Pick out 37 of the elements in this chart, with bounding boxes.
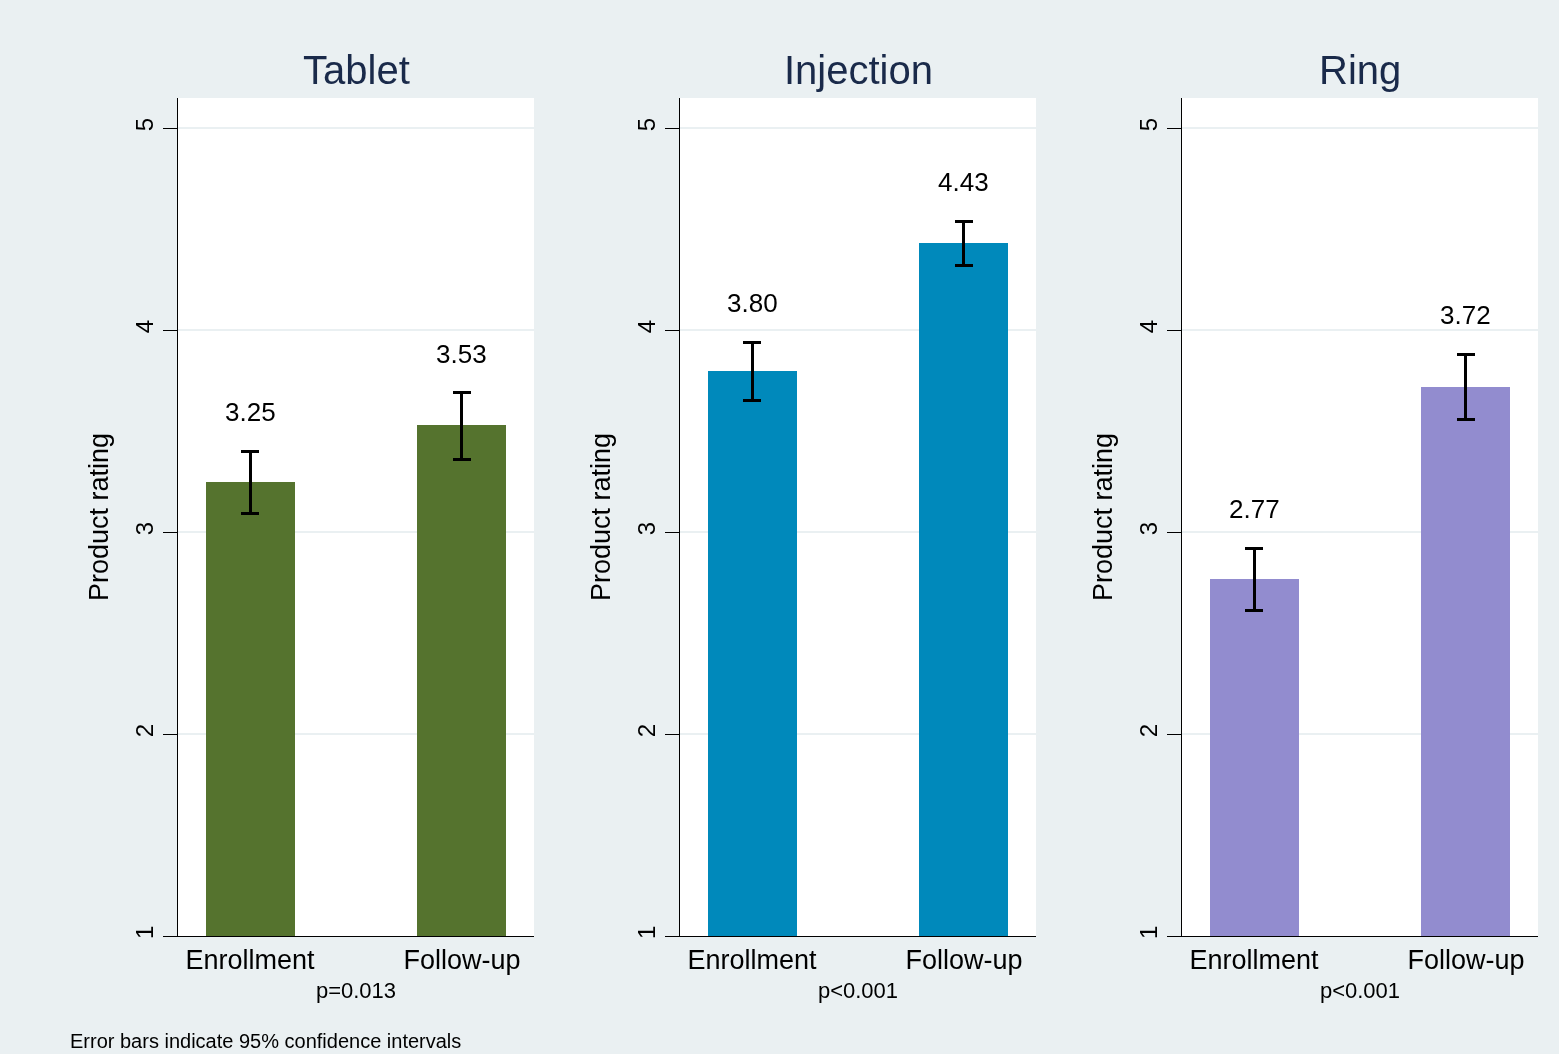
y-tick-label: 2 bbox=[131, 723, 159, 738]
data-label: 3.53 bbox=[436, 339, 487, 369]
x-tick-label: Enrollment bbox=[687, 945, 818, 976]
y-tick-label: 1 bbox=[1135, 925, 1163, 940]
chart-title: Ring bbox=[1319, 48, 1402, 92]
data-label: 3.80 bbox=[727, 288, 778, 318]
y-tick-label: 1 bbox=[633, 925, 661, 940]
x-tick-label: Enrollment bbox=[1189, 945, 1320, 976]
y-tick-label: 4 bbox=[131, 319, 159, 334]
x-axis-title: p<0.001 bbox=[817, 978, 899, 1004]
y-axis-title: Product rating bbox=[84, 432, 115, 602]
x-tick-label: Enrollment bbox=[185, 945, 316, 976]
x-tick-label: Follow-up bbox=[905, 945, 1023, 976]
chart-title: Injection bbox=[784, 48, 933, 92]
y-tick-label: 3 bbox=[1135, 521, 1163, 536]
y-tick-label: 3 bbox=[131, 521, 159, 536]
x-tick-label: Follow-up bbox=[1407, 945, 1525, 976]
y-tick-label: 5 bbox=[633, 118, 661, 132]
data-label: 3.25 bbox=[225, 397, 276, 427]
x-tick-label: Follow-up bbox=[403, 945, 521, 976]
data-label: 4.43 bbox=[938, 167, 989, 197]
chart-title: Tablet bbox=[303, 48, 410, 92]
x-axis-title: p<0.001 bbox=[1319, 978, 1401, 1004]
y-tick-label: 2 bbox=[1135, 723, 1163, 738]
y-tick-label: 5 bbox=[131, 118, 159, 132]
data-label: 3.72 bbox=[1440, 300, 1491, 330]
x-axis-title: p=0.013 bbox=[315, 978, 397, 1004]
y-tick-label: 2 bbox=[633, 723, 661, 738]
y-axis-title: Product rating bbox=[586, 432, 617, 602]
y-tick-label: 1 bbox=[131, 925, 159, 940]
data-label: 2.77 bbox=[1229, 494, 1280, 524]
y-tick-label: 5 bbox=[1135, 118, 1163, 132]
y-tick-label: 4 bbox=[633, 319, 661, 334]
y-axis-title: Product rating bbox=[1088, 432, 1119, 602]
y-tick-label: 4 bbox=[1135, 319, 1163, 334]
y-tick-label: 3 bbox=[633, 521, 661, 536]
text: Error bars indicate 95% confidence intervals bbox=[70, 1030, 462, 1052]
